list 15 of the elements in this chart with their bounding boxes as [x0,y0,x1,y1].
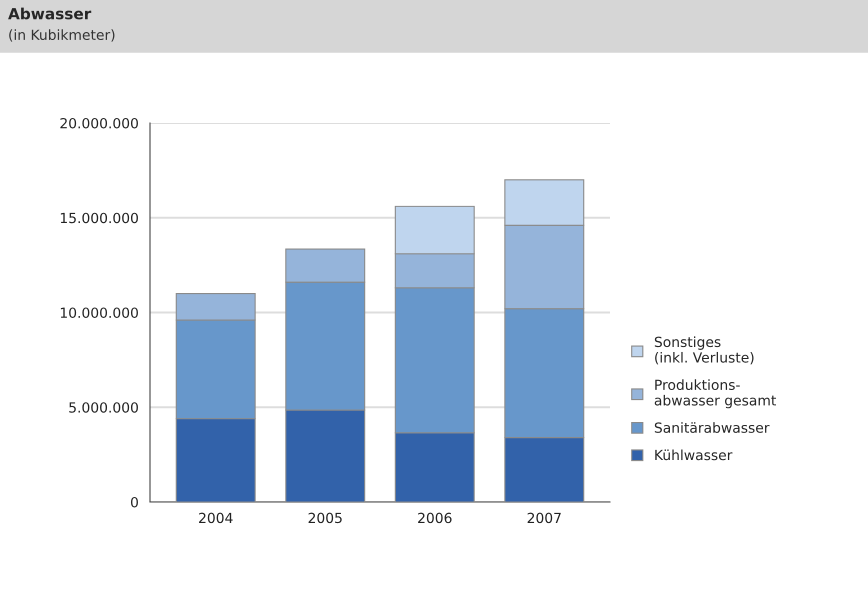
x-tick-label: 2006 [418,512,452,524]
chart-title: Abwasser [8,8,92,20]
chart-subtitle: (in Kubikmeter) [9,29,114,42]
legend-label: Kühlwasser [655,450,732,460]
y-tick-label: 15.000.000 [60,212,138,224]
legend-label: Produktions- abwasser gesamt [654,379,776,408]
x-tick-label: 2005 [308,512,342,524]
y-tick-label: 10.000.000 [60,307,138,318]
y-tick-label: 20.000.000 [60,118,138,128]
legend-label: Sonstiges (inkl. Verluste) [654,336,754,364]
y-tick-label: 5.000.000 [69,402,138,413]
x-tick-label: 2007 [528,512,561,524]
legend-label: Sanitärabwasser [654,422,770,433]
y-tick-label: 0 [130,496,138,508]
x-tick-label: 2004 [199,512,233,524]
